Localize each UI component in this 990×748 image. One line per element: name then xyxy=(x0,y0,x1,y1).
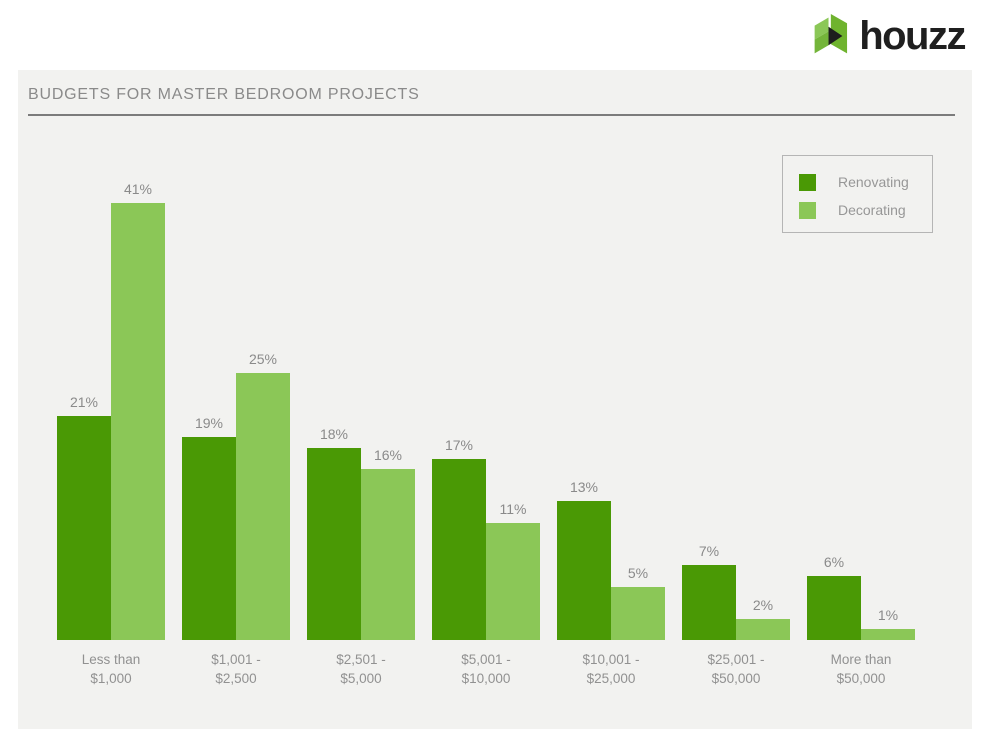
bar-column-decorating: 41% xyxy=(111,181,165,640)
bar-column-renovating: 6% xyxy=(807,554,861,640)
bar-renovating xyxy=(682,565,736,640)
bar-value-label: 13% xyxy=(569,479,599,495)
chart-panel: BUDGETS FOR MASTER BEDROOM PROJECTS Reno… xyxy=(18,70,972,729)
bar-decorating xyxy=(486,523,540,640)
x-axis-label: $10,001 - $25,000 xyxy=(582,652,640,686)
legend-item-renovating: Renovating xyxy=(799,168,932,196)
bar-group: 18% 16% xyxy=(307,426,415,640)
bar-value-label: 6% xyxy=(823,554,845,570)
bar-group: 6% 1% xyxy=(807,554,915,640)
bar-decorating xyxy=(361,469,415,640)
houzz-wordmark: houzz xyxy=(859,14,966,58)
bar-value-label: 5% xyxy=(627,565,649,581)
bar-group: 13% 5% xyxy=(557,479,665,640)
legend-swatch xyxy=(799,173,816,191)
x-axis-label: Less than $1,000 xyxy=(81,652,141,686)
bar-column-renovating: 18% xyxy=(307,426,361,640)
bar-value-label: 25% xyxy=(248,351,278,367)
bar-column-decorating: 1% xyxy=(861,607,915,640)
bar-renovating xyxy=(57,416,111,640)
bar-value-label: 19% xyxy=(194,415,224,431)
bar-decorating xyxy=(611,587,665,640)
chart-title: BUDGETS FOR MASTER BEDROOM PROJECTS xyxy=(28,86,420,103)
page-header: houzz xyxy=(0,0,990,70)
x-axis-label: $2,501 - $5,000 xyxy=(336,652,386,686)
bar-value-label: 41% xyxy=(123,181,153,197)
x-axis-labels: Less than $1,000 $1,001 - $2,500 $2,501 - $5,… xyxy=(57,650,915,688)
bar-group: 7% 2% xyxy=(682,543,790,640)
bar-renovating xyxy=(557,501,611,640)
bar-value-label: 16% xyxy=(373,447,403,463)
bar-column-renovating: 19% xyxy=(182,415,236,640)
x-axis-label: $25,001 - $50,000 xyxy=(707,652,765,686)
houzz-logo: houzz xyxy=(813,14,966,58)
bar-value-label: 21% xyxy=(69,394,99,410)
chart-title-underline: BUDGETS FOR MASTER BEDROOM PROJECTS xyxy=(28,86,955,116)
bar-value-label: 7% xyxy=(698,543,720,559)
bar-column-decorating: 16% xyxy=(361,447,415,640)
bar-group: 21% 41% xyxy=(57,181,165,640)
bar-renovating xyxy=(182,437,236,640)
bar-value-label: 2% xyxy=(752,597,774,613)
plot-area: 21% 41% 19% 25% 18% 16% 17% 11% 13% 5% 7% 2% 6% 1% xyxy=(57,160,915,640)
legend-label: Decorating xyxy=(838,202,906,218)
x-axis-label: $1,001 - $2,500 xyxy=(211,652,261,686)
bar-decorating xyxy=(111,203,165,640)
bar-column-renovating: 13% xyxy=(557,479,611,640)
legend-label: Renovating xyxy=(838,174,909,190)
bar-renovating xyxy=(307,448,361,640)
chart-legend: Renovating Decorating xyxy=(782,155,933,233)
bar-group: 17% 11% xyxy=(432,437,540,640)
bar-renovating xyxy=(432,459,486,640)
bar-column-decorating: 5% xyxy=(611,565,665,640)
bar-column-renovating: 17% xyxy=(432,437,486,640)
bar-value-label: 1% xyxy=(877,607,899,623)
legend-item-decorating: Decorating xyxy=(799,196,932,224)
bar-group: 19% 25% xyxy=(182,351,290,640)
bar-column-decorating: 2% xyxy=(736,597,790,640)
bar-column-decorating: 11% xyxy=(486,501,540,640)
legend-swatch xyxy=(799,201,816,219)
bar-renovating xyxy=(807,576,861,640)
bar-decorating xyxy=(861,629,915,640)
bar-decorating xyxy=(236,373,290,640)
x-axis-label: More than $50,000 xyxy=(830,652,892,686)
bar-column-renovating: 7% xyxy=(682,543,736,640)
bar-value-label: 17% xyxy=(444,437,474,453)
bar-column-decorating: 25% xyxy=(236,351,290,640)
x-axis-label: $5,001 - $10,000 xyxy=(461,652,511,686)
bar-value-label: 11% xyxy=(499,501,527,517)
houzz-icon xyxy=(813,14,851,58)
bar-value-label: 18% xyxy=(319,426,349,442)
bar-column-renovating: 21% xyxy=(57,394,111,640)
bar-decorating xyxy=(736,619,790,640)
